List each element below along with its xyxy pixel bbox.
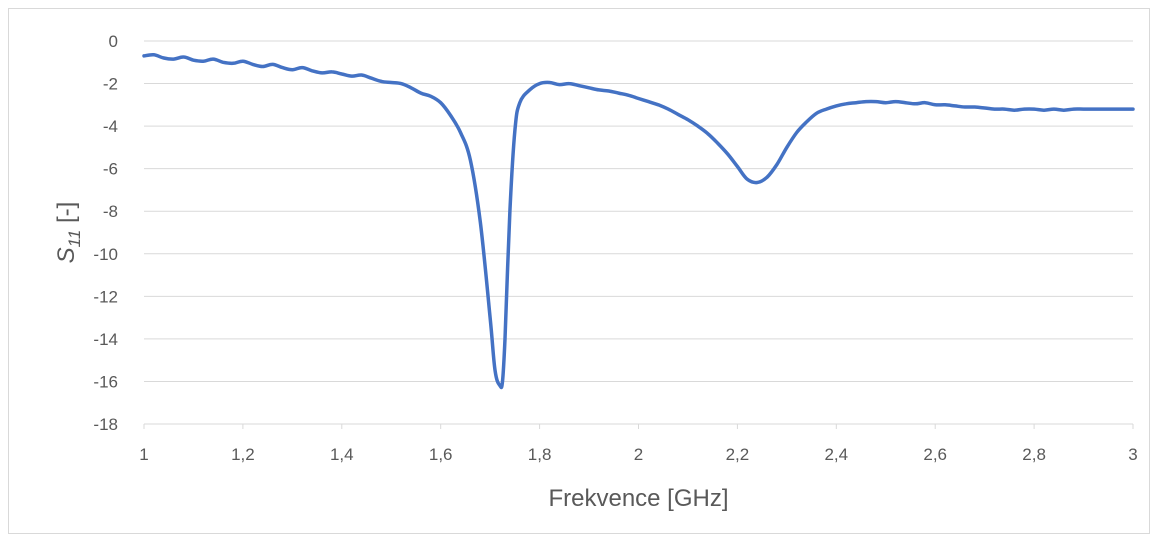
y-tick-label: -8 — [103, 202, 118, 221]
x-tick-label: 3 — [1128, 445, 1137, 464]
y-tick-label: -18 — [93, 415, 118, 434]
y-tick-label: -10 — [93, 245, 118, 264]
y-axis-title-unit: [-] — [53, 202, 80, 230]
x-tick-label: 2,4 — [824, 445, 848, 464]
gridlines — [144, 40, 1133, 382]
series-layer — [142, 52, 1135, 390]
x-tick-label: 2,2 — [726, 445, 750, 464]
y-tick-label: -4 — [103, 117, 118, 136]
x-tick-label: 2,8 — [1022, 445, 1046, 464]
y-tick-label: -2 — [103, 75, 118, 94]
x-tick-label: 1,6 — [429, 445, 453, 464]
y-tick-label: 0 — [109, 32, 118, 51]
x-tick-label: 1,8 — [528, 445, 552, 464]
y-tick-label: -6 — [103, 160, 118, 179]
y-axis-title: S11 [-] — [53, 202, 84, 264]
x-tick-label: 2,6 — [923, 445, 947, 464]
y-axis-ticks: 0 -2 -4 -6 -8 -10 -12 -14 -16 -18 — [93, 32, 118, 434]
x-tick-label: 1 — [139, 445, 148, 464]
series-line-0 — [142, 52, 1135, 390]
y-tick-label: -14 — [93, 330, 118, 349]
x-tick-label: 2 — [634, 445, 643, 464]
y-axis-title-subscript: 11 — [65, 230, 84, 248]
x-axis-ticks: 1 1,2 1,4 1,6 1,8 2 2,2 2,4 2,6 2,8 3 — [139, 424, 1138, 464]
x-tick-label: 1,2 — [231, 445, 255, 464]
y-tick-label: -16 — [93, 372, 118, 391]
x-tick-label: 1,4 — [330, 445, 354, 464]
x-axis-title: Frekvence [GHz] — [548, 485, 728, 512]
chart-frame — [8, 8, 1150, 534]
y-tick-label: -12 — [93, 287, 118, 306]
y-axis-title-main: S — [53, 247, 80, 263]
